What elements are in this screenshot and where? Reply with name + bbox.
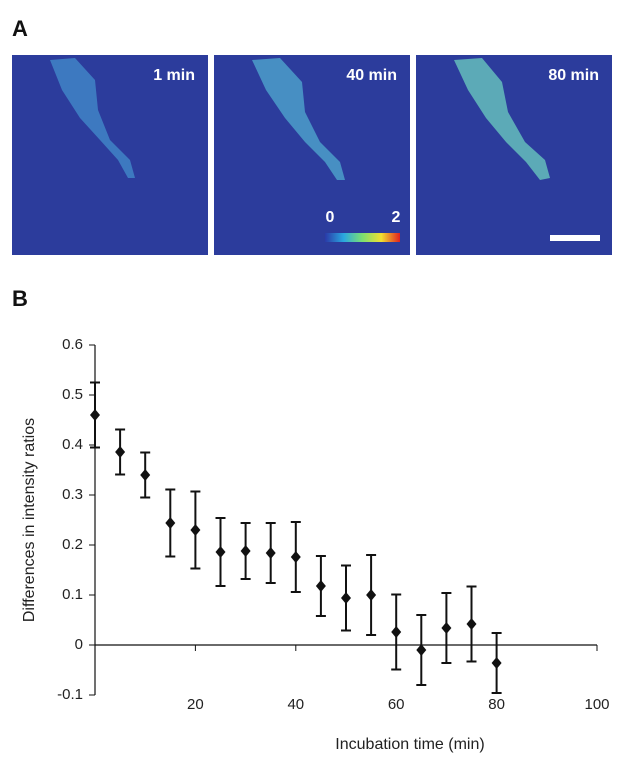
point [491, 657, 502, 669]
y-tick-label: 0.4 [62, 436, 83, 453]
panel-label: A [12, 16, 28, 41]
x-tick-label: 60 [388, 696, 405, 713]
point [416, 644, 427, 656]
x-axis-label: Incubation time (min) [335, 736, 484, 753]
point [215, 546, 226, 558]
point [341, 592, 351, 604]
y-tick-label: 0.2 [62, 536, 83, 553]
point [240, 545, 251, 557]
y-tick-label: 0.6 [62, 336, 83, 353]
x-tick-label: 100 [584, 696, 609, 713]
point [265, 547, 276, 559]
point [115, 446, 126, 458]
point [140, 469, 151, 481]
y-tick-label: 0.1 [62, 586, 83, 603]
point [290, 551, 301, 563]
x-tick-label: 80 [488, 696, 505, 713]
point [190, 524, 201, 536]
point [366, 589, 377, 601]
x-tick-label: 40 [287, 696, 304, 713]
y-axis-label: Differences in intensity ratios [21, 418, 38, 622]
colorbar-label: 2 [392, 209, 401, 226]
colorbar-label: 0 [326, 209, 335, 226]
point [315, 580, 326, 592]
image-panel [12, 55, 612, 255]
point [391, 626, 402, 638]
y-tick-label: -0.1 [57, 686, 83, 703]
y-tick-label: 0 [75, 636, 83, 653]
image-caption: 80 min [548, 67, 599, 84]
point [441, 622, 452, 634]
y-tick-label: 0.5 [62, 386, 83, 403]
point [466, 618, 477, 630]
image-caption: 1 min [153, 67, 195, 84]
x-tick-label: 20 [187, 696, 204, 713]
point [165, 517, 176, 529]
image-caption: 40 min [346, 67, 397, 84]
y-tick-label: 0.3 [62, 486, 83, 503]
point [90, 409, 100, 421]
panel-label: B [12, 286, 28, 311]
